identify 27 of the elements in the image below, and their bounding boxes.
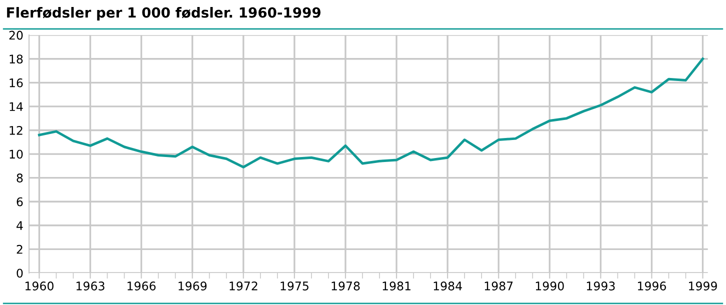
y-tick-label: 10 bbox=[10, 150, 23, 159]
line-series bbox=[38, 58, 704, 168]
x-tick-label: 1966 bbox=[128, 282, 156, 290]
y-tick-label: 18 bbox=[10, 54, 23, 64]
y-tick-label: 4 bbox=[16, 221, 23, 230]
y-tick-label: 2 bbox=[16, 244, 22, 254]
y-tick-label: 16 bbox=[10, 78, 23, 88]
x-tick-label: 1969 bbox=[178, 282, 207, 290]
x-tick-label: 1963 bbox=[76, 282, 104, 290]
y-tick-label: 8 bbox=[16, 174, 23, 182]
x-tick-label: 1978 bbox=[332, 282, 360, 290]
x-tick-label: 1975 bbox=[280, 282, 308, 290]
y-tick-label: 12 bbox=[10, 126, 22, 135]
x-tick-label: 1981 bbox=[382, 282, 410, 290]
x-tick-label: 1984 bbox=[434, 282, 462, 290]
y-tick-label: 20 bbox=[9, 30, 23, 40]
chart-title: Flerfødsler per 1 000 fødsler. 1960-1999 bbox=[7, 7, 320, 20]
x-tick-label: 1996 bbox=[638, 282, 666, 290]
y-tick-label: 14 bbox=[10, 102, 23, 111]
x-tick-label: 1960 bbox=[26, 282, 54, 290]
y-tick-label: 6 bbox=[16, 197, 23, 206]
x-tick-label: 1999 bbox=[689, 282, 717, 290]
y-tick-label: 0 bbox=[16, 268, 23, 278]
x-tick-label: 1990 bbox=[536, 282, 564, 290]
x-tick-label: 1993 bbox=[586, 282, 615, 290]
x-tick-label: 1987 bbox=[484, 282, 513, 290]
x-tick-label: 1972 bbox=[230, 282, 258, 290]
